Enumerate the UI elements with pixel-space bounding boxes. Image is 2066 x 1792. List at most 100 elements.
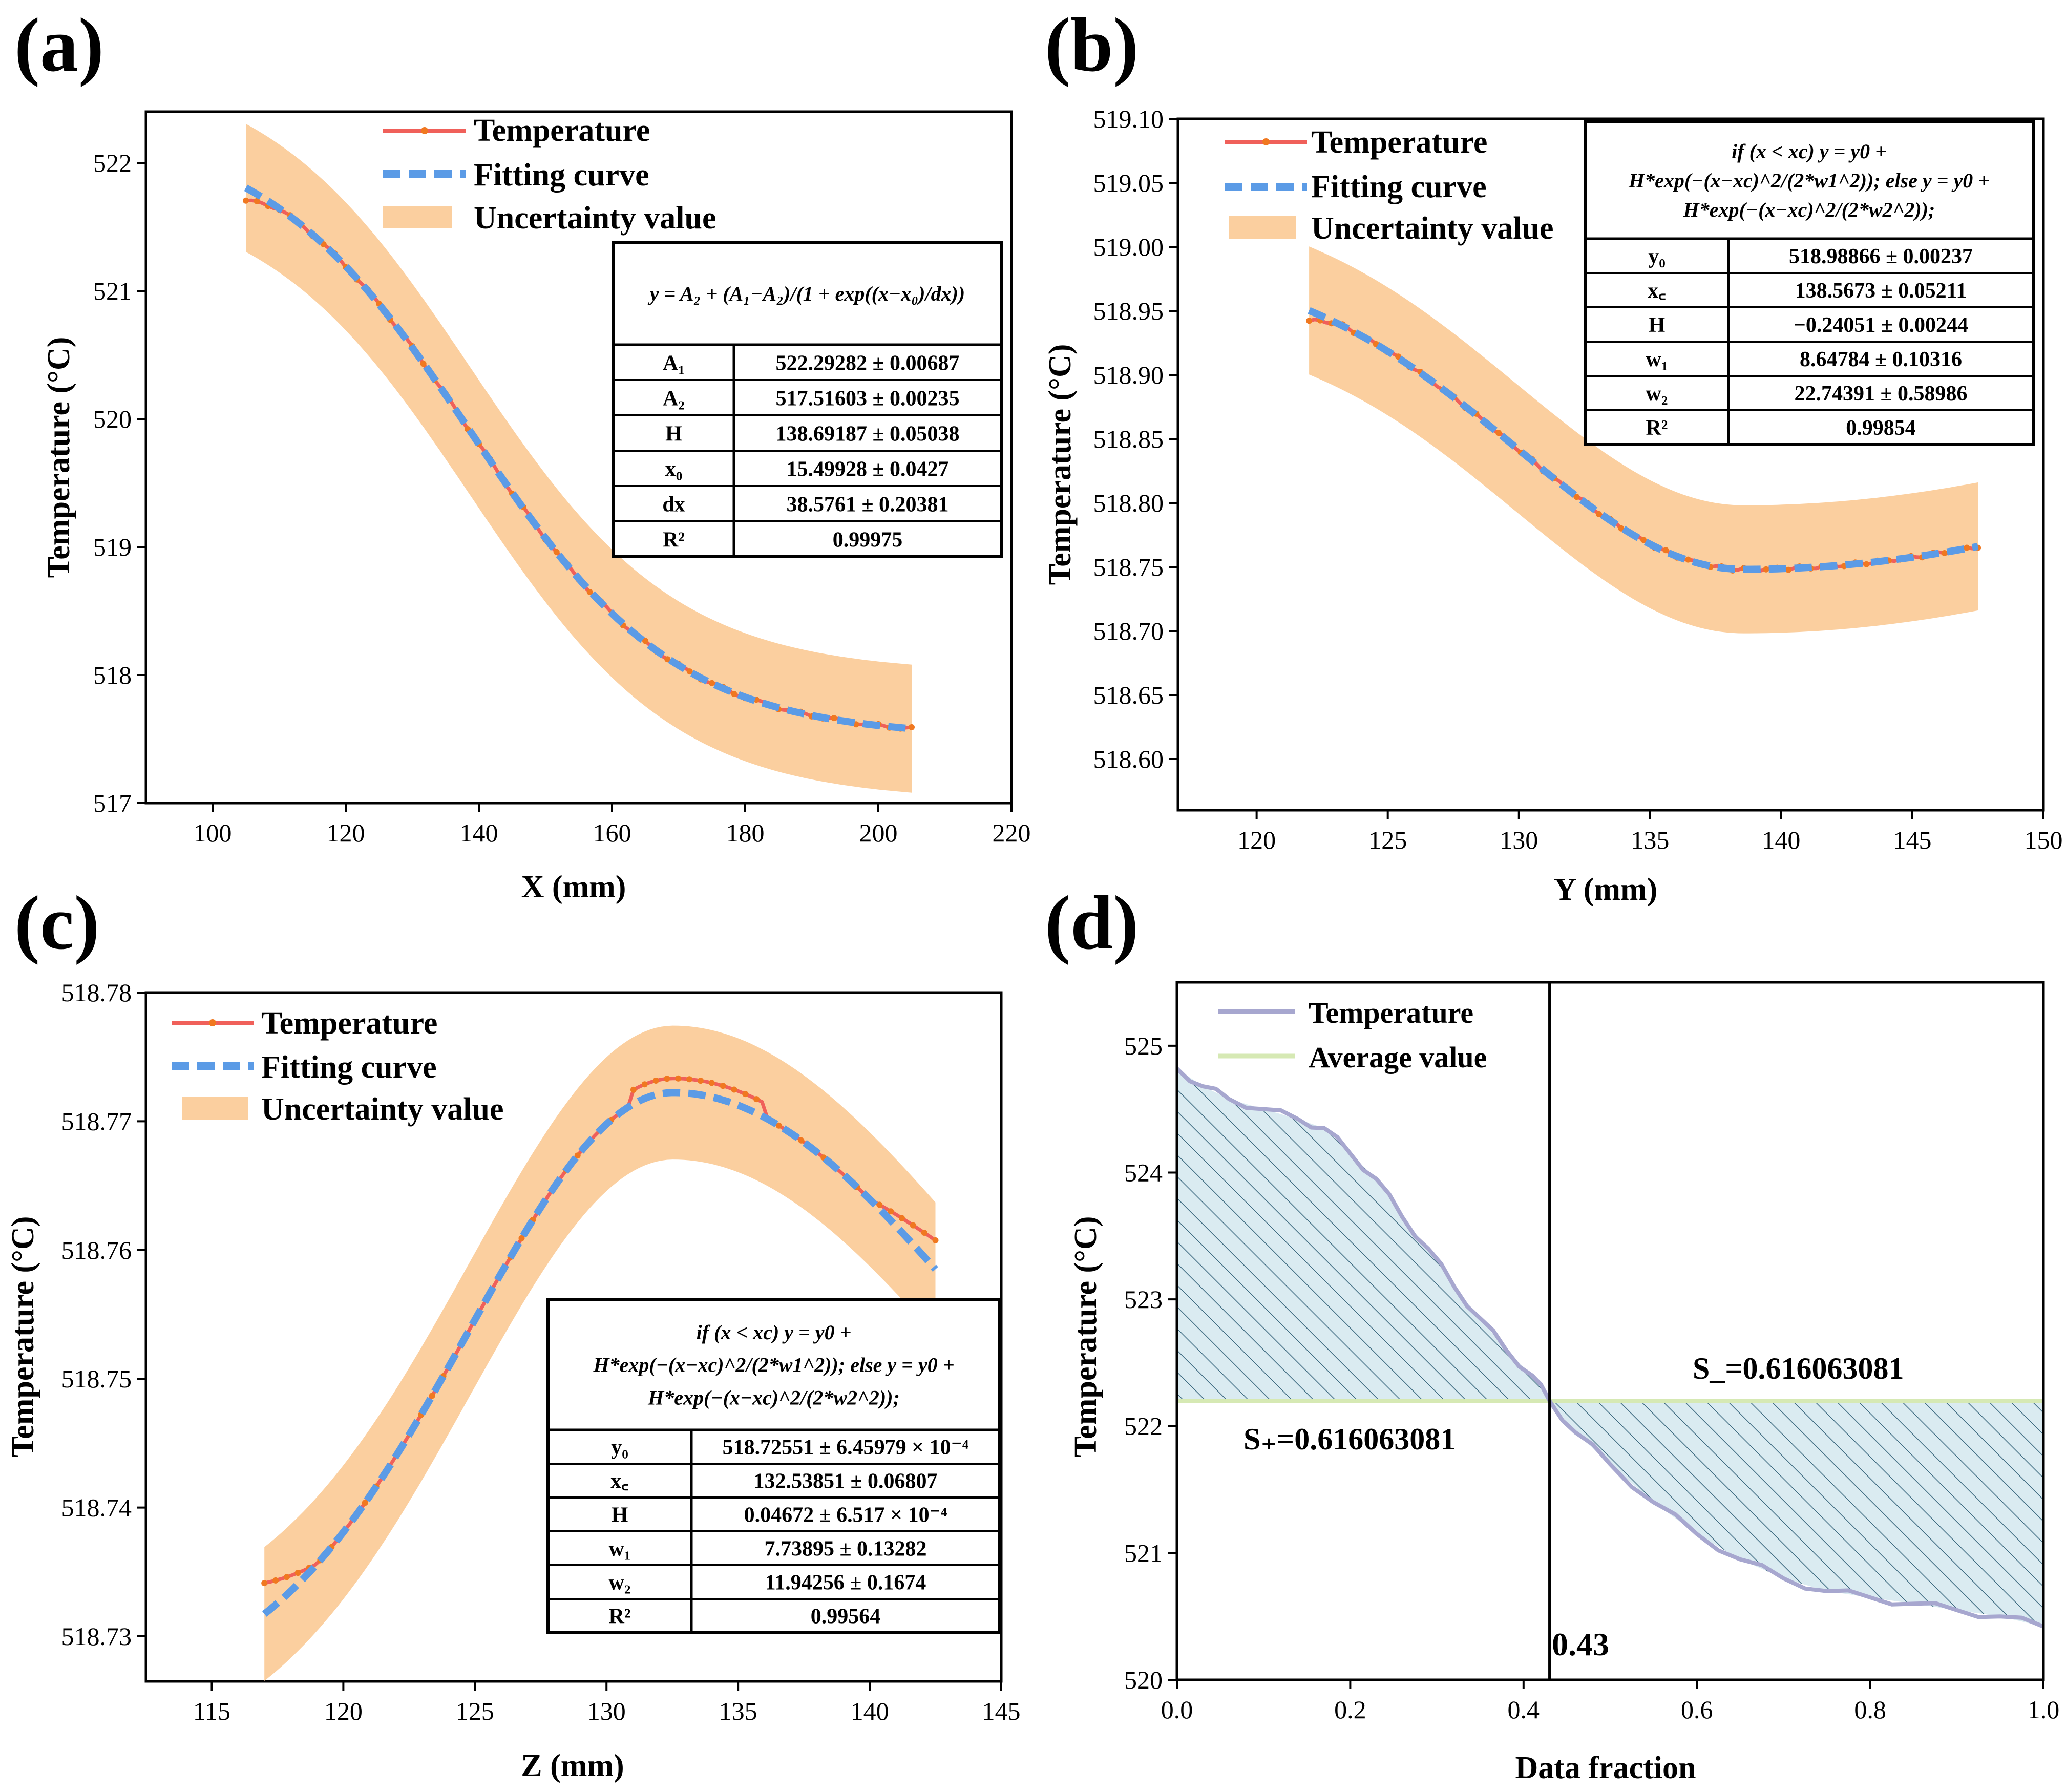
- b-temperature-point: [1596, 511, 1602, 517]
- c-temperature-point: [742, 1091, 749, 1098]
- a-table-value: 15.49928 ± 0.0427: [786, 458, 948, 481]
- panel-a-series: [243, 123, 915, 793]
- b-temperature-point: [1573, 494, 1580, 500]
- panel-a-x-ticks: 100 120 140 160 180 200 220: [194, 803, 1031, 847]
- a-temperature-point: [709, 680, 715, 686]
- panel-a: (a) 100 120 140 160 180 200 220 517 518 519 520 52…: [14, 3, 1031, 904]
- a-temperature-point: [420, 361, 427, 367]
- c-y-tick-label: 518.76: [61, 1236, 132, 1264]
- a-table-value: 517.51603 ± 0.00235: [775, 387, 959, 411]
- c-temperature-point: [652, 1078, 659, 1084]
- b-y-tick-label: 518.70: [1093, 617, 1164, 645]
- b-table-param: R²: [1646, 416, 1668, 440]
- c-y-tick-label: 518.78: [61, 978, 132, 1007]
- a-y-tick-label: 517: [93, 789, 132, 817]
- b-temperature-point: [1306, 318, 1313, 324]
- c-y-tick-label: 518.73: [61, 1622, 132, 1651]
- legend-b-temperature-label: Temperature: [1311, 125, 1487, 160]
- legend-b-fitting-label: Fitting curve: [1311, 170, 1487, 204]
- d-x-tick-label: 0.4: [1508, 1695, 1540, 1724]
- b-x-tick-label: 130: [1500, 826, 1538, 854]
- panel-b-letter: (b): [1045, 3, 1139, 88]
- panel-d-s-minus-label: S_=0.616063081: [1693, 1352, 1904, 1385]
- c-fitting-curve: [262, 1089, 938, 1617]
- legend-c-fitting-label: Fitting curve: [261, 1050, 437, 1085]
- c-table-equation: if (x < xc) y = y0 +: [697, 1321, 852, 1344]
- c-temperature-point: [731, 1086, 737, 1093]
- c-table-equation: H*exp(−(x−xc)^2/(2*w2^2));: [647, 1386, 900, 1409]
- a-temperature-point: [664, 656, 671, 663]
- c-table-param: R²: [609, 1605, 631, 1629]
- c-y-tick-label: 518.74: [61, 1493, 132, 1522]
- d-x-tick-label: 0.0: [1161, 1695, 1193, 1724]
- d-area-s-minus: [1549, 1401, 2043, 1627]
- b-y-tick-label: 518.80: [1093, 489, 1164, 517]
- a-table-param: x₀: [665, 458, 683, 481]
- a-table-value: 0.99975: [833, 529, 903, 552]
- b-y-tick-label: 519.05: [1093, 168, 1164, 197]
- panel-c-legend: Temperature Fitting curve Uncertainty va…: [172, 1006, 504, 1127]
- c-table-value: 518.72551 ± 6.45979 × 10⁻⁴: [723, 1436, 969, 1460]
- c-y-tick-label: 518.77: [61, 1107, 132, 1135]
- a-temperature-point: [586, 589, 593, 595]
- a-temperature-point: [731, 691, 737, 697]
- b-y-tick-label: 519.10: [1093, 104, 1164, 133]
- panel-a-letter: (a): [14, 3, 104, 88]
- legend-d-temperature-label: Temperature: [1309, 996, 1473, 1029]
- panel-a-x-label: X (mm): [521, 870, 626, 904]
- c-temperature-point: [362, 1500, 368, 1506]
- c-x-tick-label: 115: [193, 1697, 230, 1725]
- a-temperature-point: [553, 549, 560, 555]
- b-table-equation: H*exp(−(x−xc)^2/(2*w2^2));: [1683, 198, 1935, 221]
- c-table-param: w₂: [609, 1571, 631, 1595]
- a-temperature-point: [642, 638, 648, 644]
- c-temperature-point: [574, 1152, 581, 1159]
- d-x-tick-label: 0.8: [1854, 1695, 1886, 1724]
- a-temperature-point: [853, 721, 859, 728]
- a-fitting-curve: [244, 184, 912, 732]
- b-table-value: −0.24051 ± 0.00244: [1794, 313, 1968, 337]
- c-table-param: y₀: [611, 1436, 628, 1460]
- d-y-tick-label: 525: [1124, 1031, 1163, 1060]
- b-table-equation: if (x < xc) y = y0 +: [1732, 140, 1887, 163]
- c-x-tick-label: 145: [982, 1697, 1021, 1725]
- c-table-param: H: [612, 1504, 628, 1527]
- c-table-equation: H*exp(−(x−xc)^2/(2*w1^2)); else y = y0 +: [593, 1354, 955, 1377]
- legend-c-temperature-label: Temperature: [261, 1006, 437, 1041]
- a-table-equation: y = A₂ + (A₁−A₂)/(1 + exp((x−x₀)/dx)): [648, 282, 965, 305]
- b-temperature-point: [1662, 547, 1669, 554]
- c-temperature-point: [910, 1222, 916, 1229]
- legend-a-temperature-label: Temperature: [474, 113, 650, 148]
- b-x-tick-label: 125: [1368, 826, 1407, 854]
- c-temperature-point: [697, 1078, 704, 1084]
- legend-b-uncertainty-label: Uncertainty value: [1311, 211, 1554, 246]
- c-x-tick-label: 130: [587, 1697, 626, 1725]
- d-y-tick-label: 523: [1124, 1285, 1163, 1314]
- panel-a-frame: [144, 110, 1013, 805]
- panel-c-y-ticks: 518.73 518.74 518.75 518.76 518.77 518.78: [61, 978, 146, 1651]
- a-table-param: dx: [662, 493, 685, 517]
- c-table-value: 132.53851 ± 0.06807: [753, 1470, 937, 1493]
- b-x-tick-label: 145: [1893, 826, 1931, 854]
- c-temperature-point: [932, 1237, 939, 1243]
- a-x-tick-label: 160: [593, 818, 631, 847]
- legend-c-temperature-marker: [209, 1019, 216, 1026]
- b-y-tick-label: 518.95: [1093, 297, 1164, 325]
- b-table-value: 138.5673 ± 0.05211: [1795, 279, 1967, 303]
- a-table-param: A₁: [663, 352, 685, 375]
- panel-c-y-label: Temperature (°C): [6, 1216, 40, 1458]
- a-x-tick-label: 140: [460, 818, 498, 847]
- panel-b: (b) 120 125 130 135 140 145 150 518.60518.6551…: [1043, 3, 2063, 907]
- b-temperature-point: [1785, 566, 1791, 573]
- d-x-tick-label: 0.6: [1681, 1695, 1713, 1724]
- b-x-tick-label: 135: [1631, 826, 1669, 854]
- c-table-param: x꜀: [610, 1470, 629, 1493]
- panel-b-legend: Temperature Fitting curve Uncertainty va…: [1225, 125, 1554, 246]
- c-temperature-point: [283, 1574, 290, 1580]
- b-temperature-point: [1964, 544, 1970, 551]
- a-y-tick-label: 521: [93, 277, 132, 305]
- panel-a-y-label: Temperature (°C): [41, 337, 76, 578]
- d-area-s-plus: [1177, 1068, 1550, 1401]
- c-temperature-point: [708, 1080, 715, 1086]
